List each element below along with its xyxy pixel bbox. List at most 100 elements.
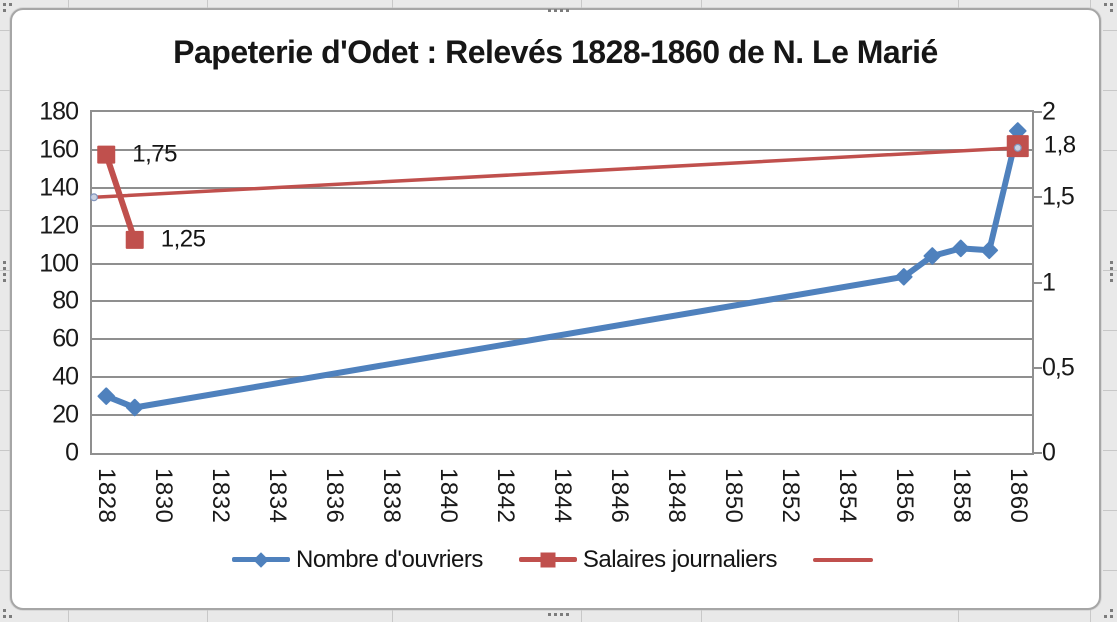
data-point-1828-series1[interactable] (97, 145, 116, 164)
chart-legend[interactable]: Nombre d'ouvriers Salaires journaliers (12, 546, 1099, 574)
gridline (92, 376, 1032, 379)
sheet-gridline (1103, 390, 1117, 391)
sheet-gridline (0, 510, 10, 511)
sheet-gridline (1103, 210, 1117, 211)
chart-object[interactable]: Papeterie d'Odet : Relevés 1828-1860 de … (10, 8, 1101, 610)
legend-entry-trendline[interactable] (812, 549, 879, 571)
y-right-tick-label: 1,5 (1042, 182, 1075, 211)
legend-entry-workers[interactable]: Nombre d'ouvriers (232, 546, 483, 574)
x-tick-label: 1838 (378, 468, 406, 524)
selection-handle-top[interactable] (560, 9, 563, 12)
left-value-axis[interactable]: 180 160 140 120 100 80 60 40 20 0 (20, 99, 79, 465)
selection-handle-bottom-left[interactable] (3, 609, 6, 612)
data-point-1828-trendline[interactable] (89, 193, 99, 202)
legend-entry-salary[interactable]: Salaires journaliers (518, 546, 778, 574)
legend-swatch-workers-line-diamond-icon (232, 549, 291, 571)
x-tick-label: 1848 (662, 468, 690, 524)
selection-handle-bottom-right[interactable] (1110, 615, 1113, 618)
sheet-gridline (958, 610, 959, 622)
sheet-gridline (392, 0, 393, 8)
selection-handle-top-right[interactable] (1110, 9, 1113, 12)
data-label: 1,75 (132, 140, 177, 168)
selection-handle-bottom[interactable] (554, 613, 557, 616)
selection-handle-top[interactable] (566, 9, 569, 12)
sheet-gridline (0, 270, 10, 271)
selection-handle-top-right[interactable] (1110, 3, 1113, 6)
data-point-1829-series1[interactable] (125, 230, 144, 249)
selection-handle-right[interactable] (1110, 261, 1113, 264)
y-left-tick-label: 100 (39, 249, 79, 278)
x-tick-label: 1844 (549, 468, 576, 524)
selection-handle-left[interactable] (3, 261, 6, 264)
sheet-gridline (0, 150, 10, 151)
selection-handle-bottom-right[interactable] (1104, 615, 1107, 618)
selection-handle-bottom-left[interactable] (3, 615, 6, 618)
sheet-gridline (207, 610, 208, 622)
x-tick-label: 1828 (93, 468, 121, 524)
y-right-tick-label: 0,5 (1042, 353, 1075, 382)
y-left-tick-label: 0 (65, 438, 79, 467)
selection-handle-top-left[interactable] (9, 3, 12, 6)
selection-handle-right[interactable] (1110, 279, 1113, 282)
y-left-tick-label: 180 (39, 97, 79, 126)
gridline (92, 338, 1032, 341)
category-axis[interactable]: 1828 1830 1832 1834 1836 1838 1840 1842 1844 1846… (92, 460, 1032, 544)
data-point-1829-series0[interactable] (125, 398, 144, 417)
sheet-gridline (1103, 30, 1117, 31)
sheet-gridline (0, 390, 10, 391)
right-value-axis[interactable]: 2 1,5 1 0,5 0 (1042, 99, 1102, 465)
data-point-1860-trendline[interactable] (1013, 143, 1022, 152)
selection-handle-right[interactable] (1110, 273, 1113, 276)
selection-handle-top-left[interactable] (3, 9, 6, 12)
sheet-gridline (1103, 90, 1117, 91)
selection-handle-bottom-left[interactable] (9, 615, 12, 618)
selection-handle-top[interactable] (548, 9, 551, 12)
selection-handle-bottom[interactable] (560, 613, 563, 616)
sheet-gridline (1103, 150, 1117, 151)
selection-handle-left[interactable] (3, 267, 6, 270)
sheet-gridline (1103, 570, 1117, 571)
sheet-gridline (0, 330, 10, 331)
x-tick-label: 1842 (492, 468, 520, 524)
sheet-gridline (958, 0, 959, 8)
selection-handle-left[interactable] (3, 273, 6, 276)
sheet-gridline (581, 0, 582, 8)
selection-handle-bottom[interactable] (566, 613, 569, 616)
x-tick-label: 1846 (605, 468, 633, 524)
chart-title[interactable]: Papeterie d'Odet : Relevés 1828-1860 de … (173, 34, 938, 70)
y-left-tick-label: 80 (52, 286, 79, 315)
y-right-tick-label: 1 (1042, 268, 1056, 296)
y-right-tick-mark (1033, 366, 1042, 369)
data-point-1856-series0[interactable] (895, 268, 913, 286)
data-point-1858-series0[interactable] (952, 239, 970, 258)
series-line-trendline[interactable] (92, 146, 1020, 200)
x-tick-label: 1854 (833, 468, 861, 524)
sheet-gridline (0, 450, 10, 451)
selection-handle-top-left[interactable] (3, 3, 6, 6)
selection-handle-bottom[interactable] (548, 613, 551, 616)
selection-handle-top-right[interactable] (1104, 3, 1107, 6)
legend-label-salary: Salaires journaliers (582, 546, 778, 573)
selection-handle-bottom-right[interactable] (1110, 609, 1113, 612)
x-tick-label: 1850 (719, 468, 747, 524)
sheet-gridline (1103, 450, 1117, 451)
selection-handle-left[interactable] (3, 279, 6, 282)
y-right-tick-mark (1033, 281, 1042, 284)
sheet-gridline (701, 0, 702, 8)
sheet-gridline (1090, 0, 1091, 8)
chart-series-canvas (89, 122, 1029, 417)
sheet-gridline (581, 610, 582, 622)
selection-handle-top[interactable] (554, 9, 557, 12)
data-point-1857-series0[interactable] (923, 247, 942, 265)
selection-handle-right[interactable] (1110, 267, 1113, 270)
sheet-gridline (1103, 510, 1117, 511)
y-right-tick-label: 2 (1042, 97, 1056, 126)
sheet-gridline (68, 610, 69, 622)
data-point-1828-series0[interactable] (97, 387, 116, 405)
series-line-salaires-journaliers[interactable] (106, 146, 1018, 240)
sheet-gridline (1103, 330, 1117, 331)
y-right-tick-mark (1033, 111, 1042, 113)
plot-area[interactable]: 1,75 1,25 1,8 (89, 110, 1076, 455)
data-point-1859-series0[interactable] (980, 241, 999, 260)
